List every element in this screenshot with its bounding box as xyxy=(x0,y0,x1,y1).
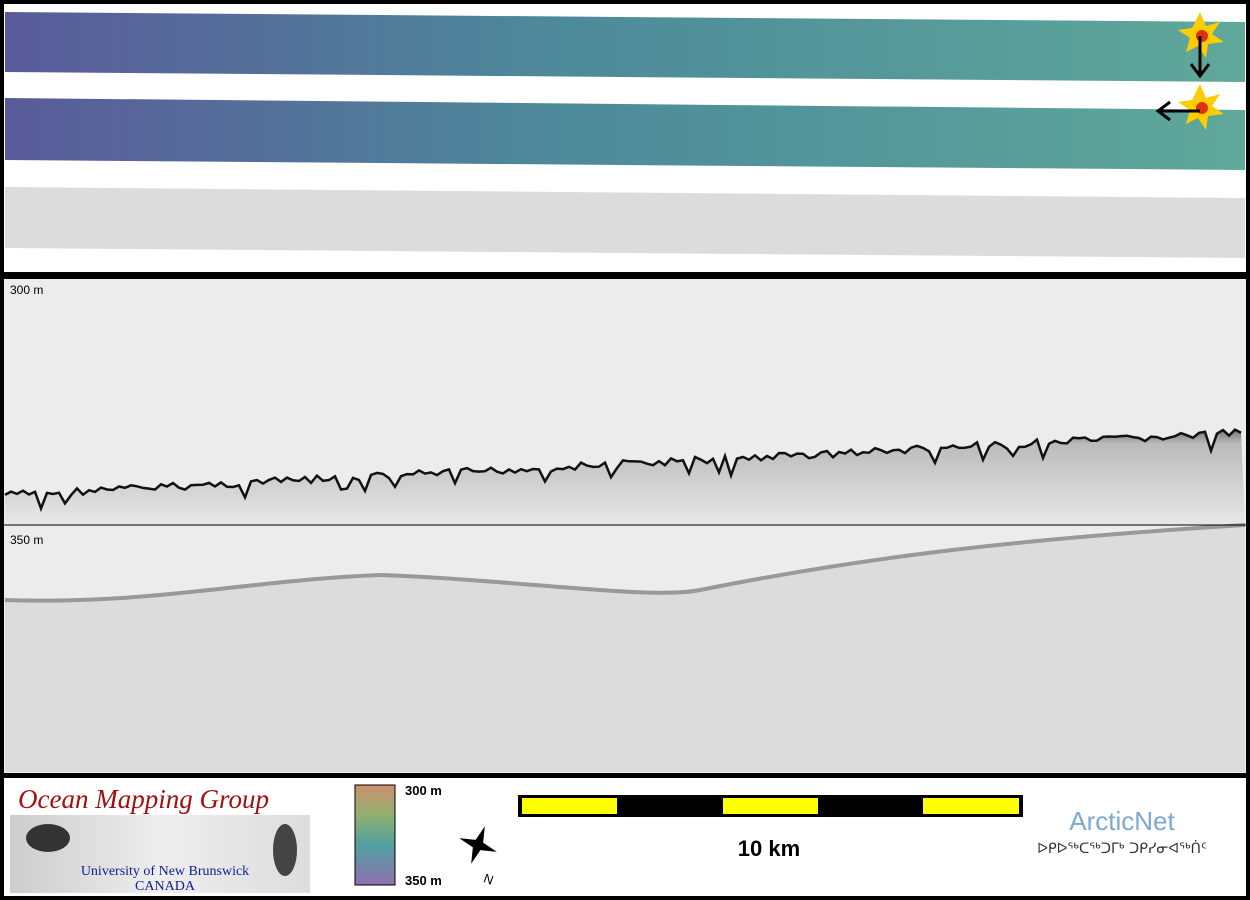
depth-label: 300 m xyxy=(10,283,43,297)
color-scale xyxy=(354,784,396,886)
color-scale-label: 350 m xyxy=(405,873,442,888)
subbottom-fill xyxy=(5,429,1245,525)
logo-icon xyxy=(26,824,70,852)
subbottom-layer xyxy=(5,525,1245,772)
swath-strip xyxy=(5,12,1245,82)
sun-icon xyxy=(1155,84,1224,130)
logo-country: CANADA xyxy=(135,879,196,894)
scale-bar-segment xyxy=(923,798,1019,814)
scale-bar-segment xyxy=(522,798,617,814)
arcticnet-inuktitut: ᐅᑭᐅᖅᑕᖅᑐᒥᒃ ᑐᑭᓯᓂᐊᖅᑏᑦ xyxy=(1037,840,1207,857)
logo-title: Ocean Mapping Group xyxy=(18,784,269,814)
logo-icon xyxy=(273,824,297,876)
color-scale-label: 300 m xyxy=(405,783,442,798)
scale-bar-label: 10 km xyxy=(738,836,800,861)
sun-icon xyxy=(1178,12,1224,79)
swath-strip xyxy=(5,98,1245,170)
subbottom-reflector xyxy=(4,523,1246,603)
arcticnet-name: ArcticNet xyxy=(1069,806,1175,836)
backscatter-strip xyxy=(5,187,1245,258)
scale-bar-segment xyxy=(723,798,818,814)
seabed-echo xyxy=(4,428,1242,513)
logo-university: University of New Brunswick xyxy=(81,864,249,879)
depth-label: 350 m xyxy=(10,533,43,547)
